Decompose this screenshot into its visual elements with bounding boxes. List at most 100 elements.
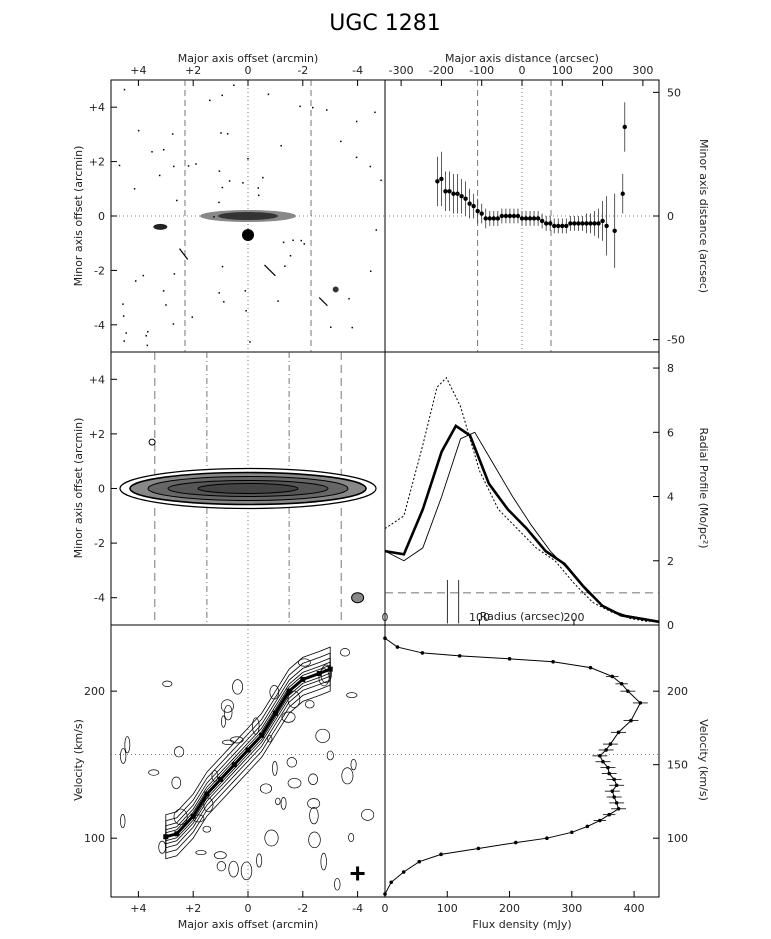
field-star-dot: [187, 165, 190, 167]
minor-xtick-label: 300: [632, 64, 653, 77]
field-star-dot: [195, 163, 197, 165]
minor-point: [447, 189, 452, 194]
pv-noise-contour: [305, 700, 315, 709]
minor-point: [535, 216, 541, 221]
field-star-dot: [221, 186, 224, 189]
optical-xtick-label: +4: [130, 64, 146, 77]
minor-point: [435, 179, 440, 184]
field-star-dot: [172, 165, 175, 168]
optical-xtick-label: 0: [245, 64, 252, 77]
field-star-dot: [147, 331, 149, 333]
pv-rotation-point: [259, 732, 265, 738]
pv-noise-contour: [162, 680, 173, 687]
pv-contour: [165, 661, 331, 845]
pv-noise-contour: [216, 861, 226, 872]
global-point: [383, 636, 387, 641]
field-star-dot: [348, 297, 350, 300]
radial-xtick-label: 200: [563, 611, 584, 624]
minor-point: [572, 221, 577, 226]
field-star-dot: [151, 151, 153, 153]
minor-point: [483, 216, 488, 221]
field-star-dot: [257, 187, 260, 189]
field-star-dot: [340, 140, 342, 143]
radial-series-thin: [384, 431, 660, 623]
field-star-dot: [369, 270, 372, 272]
pv-noise-contour: [280, 797, 287, 810]
field-star-dot: [172, 323, 175, 325]
global-point: [616, 806, 621, 811]
pv-noise-contour: [348, 833, 355, 842]
radial-ytick-label: 8: [667, 362, 674, 375]
minor-point: [564, 223, 569, 229]
hi-blob: [148, 438, 156, 446]
minor-point: [467, 201, 472, 206]
minor-point: [475, 208, 480, 214]
minor-xlabel: Major axis distance (arcsec): [445, 52, 599, 65]
pv-noise-contour: [120, 814, 126, 829]
pv-contour: [165, 652, 331, 854]
field-star-dot: [303, 243, 306, 245]
pv-xtick-label: +4: [130, 902, 146, 915]
minor-point: [592, 221, 597, 226]
minor-point: [576, 221, 581, 226]
field-star-dot: [257, 194, 260, 197]
himap-ytick-label: -4: [94, 592, 105, 605]
pv-noise-contour: [230, 736, 244, 744]
pv-noise-contour: [287, 690, 301, 709]
field-star-dot: [330, 326, 332, 328]
pv-xlabel: Major axis offset (arcmin): [178, 918, 319, 931]
pv-noise-contour: [297, 658, 311, 667]
global-xtick-label: 200: [499, 902, 520, 915]
pv-contour: [165, 664, 331, 842]
optical-ytick-label: 0: [98, 210, 105, 223]
star-arrow: [264, 264, 276, 277]
galaxy-disk-inner: [218, 212, 278, 220]
minor-xtick-label: 200: [592, 64, 613, 77]
minor-point: [588, 221, 593, 226]
pv-noise-contour: [259, 783, 273, 794]
global-point: [610, 789, 615, 793]
pv-noise-contour: [214, 851, 227, 860]
field-star-dot: [213, 216, 215, 218]
global-xtick-label: 300: [561, 902, 582, 915]
field-star-dot: [355, 156, 358, 159]
pv-noise-contour: [361, 808, 375, 821]
pv-noise-contour: [275, 797, 281, 806]
global-point: [614, 783, 619, 788]
pv-noise-contour: [315, 728, 331, 743]
pv-noise-contour: [309, 806, 319, 825]
pv-noise-contour: [228, 860, 239, 878]
field-star-dot: [146, 344, 149, 347]
global-point: [612, 777, 616, 782]
pv-noise-contour: [173, 746, 185, 758]
global-point: [401, 870, 406, 874]
global-point: [604, 748, 608, 752]
field-star-dot: [209, 99, 211, 102]
field-star-dot: [355, 120, 358, 123]
minor-point: [451, 191, 456, 196]
optical-xtick-label: -4: [352, 64, 363, 77]
minor-ytick-label: -50: [667, 334, 685, 347]
pv-noise-contour: [148, 769, 160, 776]
minor-point: [519, 216, 525, 221]
minor-point: [556, 223, 561, 229]
minor-point: [580, 221, 585, 226]
global-point: [616, 730, 621, 735]
minor-xtick-label: -200: [429, 64, 454, 77]
minor-point: [443, 189, 448, 194]
minor-point: [604, 223, 609, 229]
pv-noise-contour: [173, 808, 188, 826]
pv-rotation-point: [316, 671, 322, 677]
minor-ytick-label: 50: [667, 86, 681, 99]
pv-rotation-point: [190, 813, 196, 819]
pv-noise-contour: [221, 715, 226, 728]
radial-profile-panel: 0 100 200 8 6 4 2 0: [382, 362, 675, 632]
minor-point: [531, 216, 537, 221]
optical-ytick-label: -4: [94, 319, 105, 332]
pv-noise-contour: [195, 850, 207, 856]
global-point: [395, 645, 400, 649]
field-star-dot: [289, 254, 292, 257]
field-star-dot: [122, 315, 125, 317]
pv-noise-contour: [124, 736, 131, 754]
pv-noise-contour: [232, 679, 243, 695]
